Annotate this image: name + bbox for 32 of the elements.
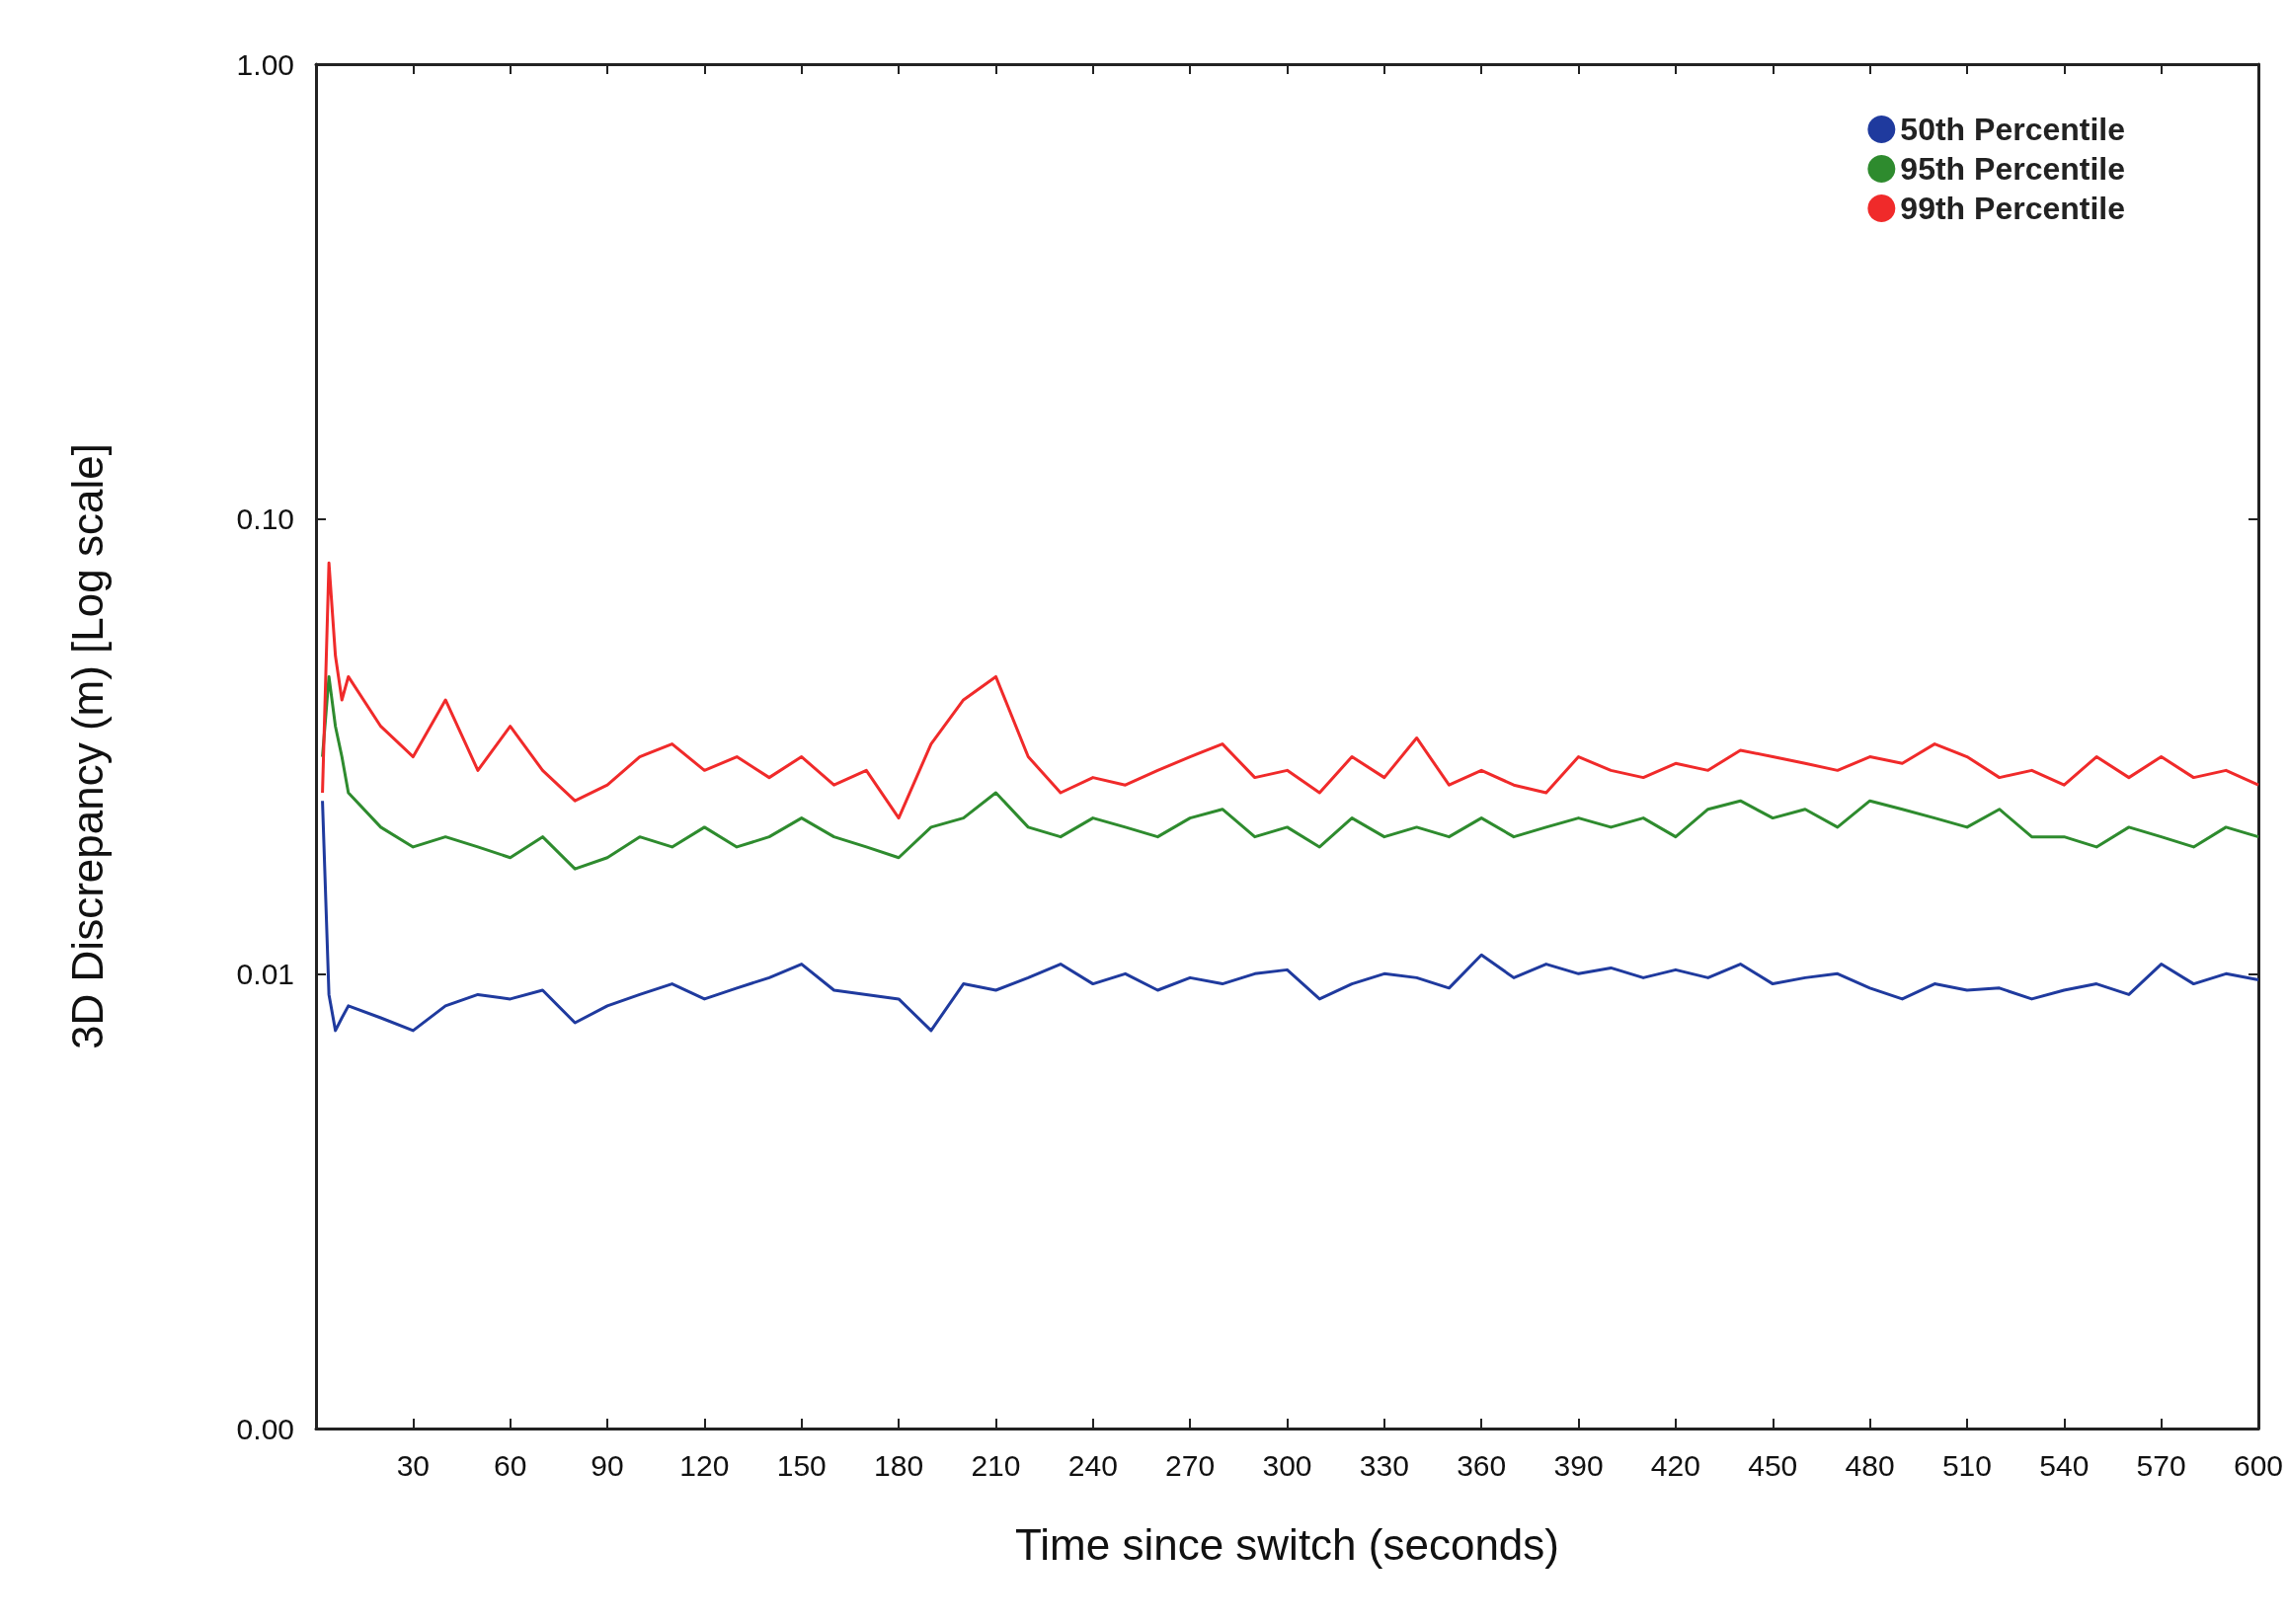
x-tick-label: 300 (1262, 1448, 1312, 1482)
x-tick-label: 270 (1165, 1448, 1216, 1482)
x-tick-label: 600 (2233, 1448, 2284, 1482)
y-tick-label: 0.00 (236, 1412, 294, 1445)
y-tick-label: 0.10 (236, 503, 294, 536)
x-tick-label: 180 (874, 1448, 924, 1482)
legend-label: 95th Percentile (1900, 151, 2125, 187)
x-tick-label: 480 (1845, 1448, 1895, 1482)
x-tick-label: 120 (679, 1448, 730, 1482)
y-axis-title: 3D Discrepancy (m) [Log scale] (62, 443, 112, 1049)
x-tick-label: 240 (1067, 1448, 1118, 1482)
legend-label: 50th Percentile (1900, 112, 2125, 147)
x-tick-label: 390 (1553, 1448, 1604, 1482)
x-tick-label: 210 (971, 1448, 1021, 1482)
line-series (321, 674, 2260, 871)
x-tick-label: 360 (1457, 1448, 1507, 1482)
x-tick-label: 150 (776, 1448, 827, 1482)
x-tick-label: 570 (2136, 1448, 2186, 1482)
x-axis-title: Time since switch (seconds) (1015, 1519, 1559, 1569)
y-tick-label: 1.00 (236, 47, 294, 81)
legend-label: 99th Percentile (1900, 191, 2125, 226)
line-series (321, 561, 2260, 820)
x-tick-label: 420 (1650, 1448, 1700, 1482)
x-tick-label: 30 (396, 1448, 431, 1482)
line-series (321, 799, 2260, 1033)
x-tick-label: 330 (1359, 1448, 1409, 1482)
x-tick-label: 540 (2039, 1448, 2090, 1482)
y-tick-label: 0.01 (236, 957, 294, 990)
x-tick-label: 60 (494, 1448, 527, 1482)
x-tick-label: 510 (1941, 1448, 1992, 1482)
x-tick-label: 450 (1748, 1448, 1798, 1482)
x-tick-label: 90 (591, 1448, 624, 1482)
